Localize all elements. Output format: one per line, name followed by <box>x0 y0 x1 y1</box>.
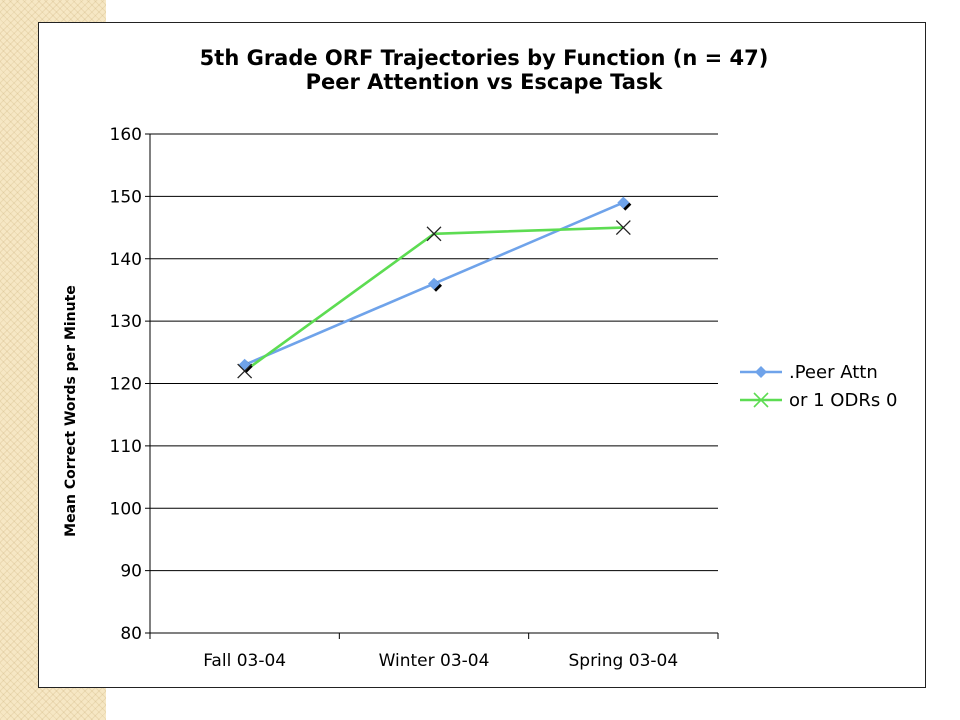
chart-subtitle: Peer Attention vs Escape Task <box>306 70 664 94</box>
y-tick-label: 90 <box>120 562 142 582</box>
diamond-marker <box>428 277 440 290</box>
gridlines <box>150 133 718 634</box>
y-tick-label: 110 <box>110 437 142 457</box>
legend-diamond-marker <box>755 366 767 378</box>
series-lines <box>237 196 632 379</box>
legend-x-marker <box>753 392 769 408</box>
axes: 80 90 100 110 120 130 140 150 160 Fall 03-04 Winte… <box>110 125 719 671</box>
legend: .Peer Attn or 1 ODRs 0 <box>740 362 897 411</box>
y-axis-title: Mean Correct Words per Minute <box>63 285 79 537</box>
x-tick-label: Winter 03-04 <box>379 651 490 671</box>
series-line <box>243 226 624 373</box>
legend-label: .Peer Attn <box>789 362 878 383</box>
y-tick-label: 80 <box>120 624 142 644</box>
y-tick-label: 140 <box>110 250 142 270</box>
diamond-marker <box>617 196 630 209</box>
x-tick-label: Fall 03-04 <box>203 651 286 671</box>
x-marker <box>237 363 253 379</box>
y-tick-label: 160 <box>110 125 142 145</box>
y-tick-label: 150 <box>110 187 142 207</box>
chart-frame: 5th Grade ORF Trajectories by Function (… <box>38 22 926 688</box>
y-tick-label: 100 <box>110 499 142 519</box>
y-tick-label: 130 <box>110 312 142 332</box>
legend-label: or 1 ODRs 0 <box>789 390 897 411</box>
x-tick-label: Spring 03-04 <box>568 651 678 671</box>
chart-title: 5th Grade ORF Trajectories by Function (… <box>200 46 769 70</box>
y-tick-label: 120 <box>110 375 142 395</box>
x-marker <box>426 226 442 242</box>
x-marker <box>615 220 631 236</box>
line-chart: 5th Grade ORF Trajectories by Function (… <box>63 46 897 671</box>
